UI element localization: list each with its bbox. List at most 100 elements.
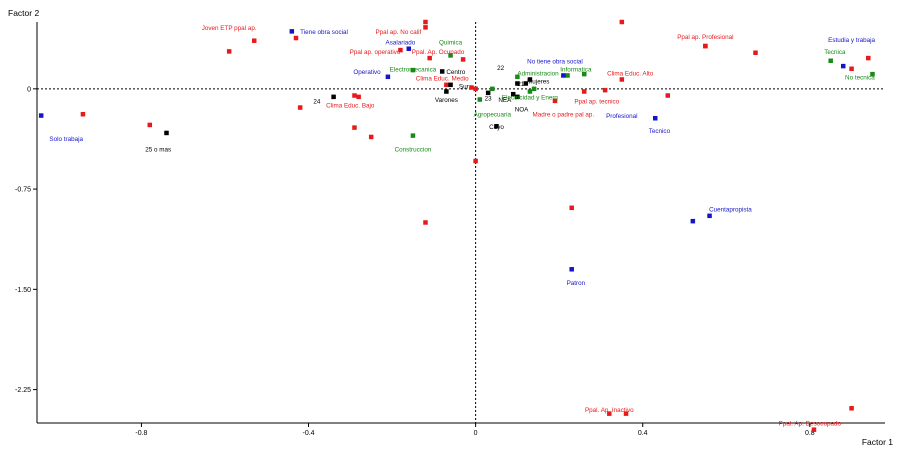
point-label: Construccion — [395, 146, 432, 153]
data-point — [226, 49, 232, 54]
x-tick-label: 0 — [474, 430, 478, 437]
reference-lines — [37, 22, 885, 423]
data-point — [690, 218, 696, 224]
point-label: No tiene obra social — [527, 58, 583, 65]
point-label: Quimica — [439, 40, 463, 47]
data-point — [356, 94, 361, 100]
data-point — [569, 205, 574, 211]
data-point — [38, 113, 44, 118]
data-point — [423, 220, 428, 225]
data-point — [368, 134, 374, 140]
data-point — [147, 122, 153, 128]
point-label: Tecnico — [649, 128, 671, 135]
data-point — [410, 67, 416, 73]
y-tick-label: -1.50 — [15, 287, 31, 294]
x-tick-label: 0.8 — [805, 430, 815, 437]
point-label: Varones — [435, 97, 458, 104]
data-point — [753, 50, 758, 55]
data-point — [811, 427, 817, 432]
data-point — [527, 77, 533, 82]
data-point — [565, 73, 570, 78]
data-point — [515, 94, 520, 100]
data-point — [398, 47, 403, 53]
point-label: Tecnica — [824, 49, 846, 56]
point-label: Ppal. Ap. Ocupado — [412, 49, 465, 56]
data-point — [602, 87, 608, 93]
data-point — [448, 82, 453, 88]
data-point — [352, 93, 357, 98]
point-label: NEA — [498, 97, 512, 104]
point-label: Madre o padre pal ap. — [533, 112, 595, 119]
data-point — [427, 55, 432, 61]
point-label: Clima Educ. Medio — [416, 76, 469, 83]
data-point — [410, 133, 416, 138]
point-label: Solo trabaja — [49, 136, 83, 143]
data-point — [469, 85, 474, 90]
y-tick-label: -2.25 — [15, 387, 31, 394]
point-label: Clima Educ. Bajo — [326, 102, 375, 109]
axes: -0.8 -0.4 0 0.4 0.8 0 -0.75 -1.50 -2.25 — [15, 22, 885, 437]
data-point — [607, 411, 612, 416]
data-point — [473, 158, 478, 164]
data-point — [494, 124, 499, 129]
point-label: Clima Educ. Alto — [607, 70, 654, 77]
data-point — [703, 43, 708, 49]
data-point — [828, 58, 833, 64]
data-point — [569, 267, 574, 272]
data-point — [849, 66, 854, 72]
point-label: Mujeres — [527, 78, 549, 85]
y-tick-label: 0 — [27, 86, 31, 93]
point-label: Tiene obra social — [300, 29, 348, 36]
data-point — [473, 86, 478, 92]
data-point — [515, 81, 520, 86]
data-point — [444, 89, 449, 94]
data-point — [477, 97, 483, 102]
point-label: Electricidad y Energ — [502, 94, 558, 101]
data-point — [289, 29, 295, 34]
point-label: Ppal ap. tecnico — [574, 98, 619, 105]
data-point — [448, 53, 453, 58]
point-label: Ppal. Ap. Desocupado — [779, 421, 842, 428]
point-label: Cuyo — [489, 124, 504, 131]
data-point — [870, 71, 875, 77]
point-label: Profesional — [606, 113, 638, 120]
x-tick-label: 0.4 — [638, 430, 648, 437]
data-point — [515, 74, 520, 80]
data-point — [164, 130, 169, 136]
data-point — [460, 57, 466, 62]
data-points — [38, 19, 875, 432]
data-point — [444, 82, 449, 88]
data-point — [619, 19, 625, 25]
point-label: Joven ETP ppal ap. — [202, 25, 257, 32]
data-point — [490, 86, 495, 92]
data-point — [385, 74, 391, 80]
point-label: Ppal. Ap. Inactivo — [585, 407, 634, 414]
data-point — [352, 125, 357, 130]
data-point — [866, 55, 871, 61]
point-label: Estudia y trabaja — [828, 37, 875, 44]
point-label: Agropecuaria — [474, 112, 512, 119]
y-tick-label: -0.75 — [15, 187, 31, 194]
data-point — [652, 115, 658, 121]
data-point — [423, 25, 428, 30]
point-label: Ppal ap. No calif — [375, 29, 421, 36]
data-point — [665, 93, 671, 98]
point-label: NOA — [515, 106, 529, 113]
data-point — [581, 71, 587, 77]
data-point — [581, 89, 587, 94]
data-point — [849, 406, 854, 411]
data-point — [561, 73, 566, 78]
data-point — [439, 69, 445, 74]
point-label: Asalariado — [386, 40, 416, 47]
x-tick-label: -0.8 — [135, 430, 147, 437]
point-label: 22 — [497, 65, 505, 72]
data-point — [523, 81, 528, 86]
point-label: Sur — [459, 84, 469, 91]
data-point — [406, 46, 412, 51]
x-axis-title: Factor 1 — [862, 437, 893, 447]
point-label: 21 — [517, 81, 525, 88]
data-point — [251, 38, 257, 43]
point-label: 23 — [485, 96, 493, 103]
y-axis-title: Factor 2 — [8, 8, 39, 18]
